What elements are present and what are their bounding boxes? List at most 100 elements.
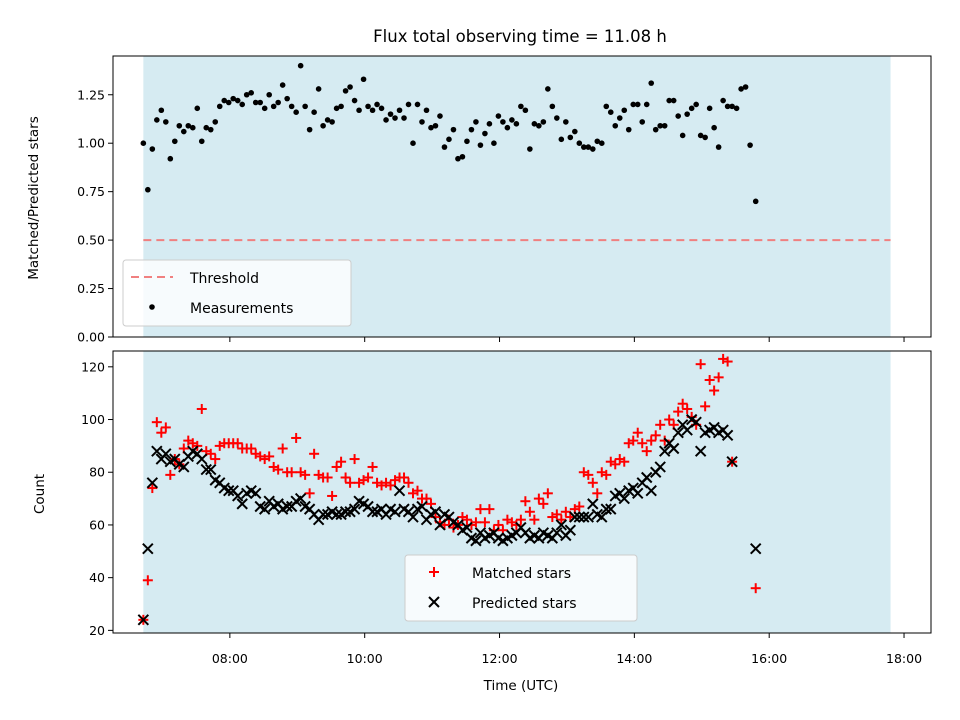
measurement-point — [545, 86, 551, 92]
matched-star-point — [587, 477, 598, 488]
measurement-point — [171, 138, 178, 145]
measurement-point — [495, 113, 502, 119]
ratio-legend: Threshold Measurements — [122, 259, 352, 327]
predicted-star-point — [429, 506, 442, 518]
matched-star-point — [619, 456, 630, 467]
matched-star-point — [659, 435, 670, 446]
matched-star-point — [349, 454, 360, 465]
matched-star-point — [291, 432, 302, 443]
measurement-point — [297, 62, 304, 69]
predicted-star-point — [721, 429, 734, 442]
measurement-point — [234, 97, 241, 104]
matched-star-point — [304, 488, 315, 499]
predicted-star-point — [681, 424, 693, 436]
predicted-star-point — [690, 416, 702, 428]
matched-star-point — [560, 506, 571, 517]
measurement-point — [270, 103, 277, 110]
y-tick-label: 100 — [81, 412, 105, 427]
y-tick-label: 0.00 — [77, 330, 105, 345]
measurement-point — [284, 95, 290, 102]
predicted-star-point — [470, 535, 482, 547]
matched-star-point — [637, 438, 648, 449]
predicted-star-point — [600, 503, 612, 515]
measurement-point — [221, 97, 228, 104]
matched-star-point — [160, 422, 171, 433]
measurement-point — [261, 105, 268, 112]
measurement-point — [194, 105, 201, 112]
matched-star-point — [470, 517, 481, 528]
measurement-point — [306, 126, 313, 133]
predicted-star-point — [605, 503, 617, 515]
matched-star-point — [156, 427, 167, 438]
measurement-point — [163, 119, 169, 125]
measurement-point — [230, 95, 237, 102]
measurement-point — [432, 122, 439, 129]
measurement-point — [729, 103, 735, 110]
measurement-point — [648, 80, 655, 86]
predicted-star-point — [330, 508, 343, 521]
matched-star-point — [592, 488, 603, 499]
measurement-point — [365, 103, 371, 110]
measurement-point — [733, 105, 740, 112]
measurement-point — [320, 122, 326, 129]
measurement-point — [189, 124, 196, 131]
predicted-star-point — [641, 471, 653, 484]
matched-star-point — [641, 446, 652, 457]
measurement-point — [482, 130, 488, 137]
matched-star-point — [484, 504, 495, 515]
count-legend-box — [404, 554, 638, 622]
measurement-point — [333, 105, 340, 112]
predicted-star-point — [416, 500, 428, 513]
x-tick-label: 10:00 — [347, 651, 383, 666]
measurement-point — [428, 124, 434, 131]
matched-star-point — [542, 488, 553, 499]
matched-star-point — [520, 496, 531, 507]
predicted-star-point — [672, 426, 684, 439]
legend-matched-swatch — [429, 567, 439, 577]
legend-predicted-swatch — [428, 596, 440, 608]
predicted-star-point — [393, 484, 406, 497]
measurement-point — [185, 122, 192, 129]
predicted-star-point — [281, 500, 293, 513]
predicted-star-point — [654, 461, 666, 473]
matched-star-point — [632, 427, 643, 438]
matched-star-point — [650, 430, 661, 441]
predicted-star-point — [750, 542, 762, 555]
measurement-point — [711, 124, 717, 131]
measurement-point — [446, 136, 452, 143]
predicted-star-point — [618, 492, 630, 505]
measurement-point — [207, 126, 214, 133]
predicted-star-point — [146, 477, 159, 489]
predicted-star-point — [573, 511, 586, 523]
predicted-star-point — [389, 506, 401, 518]
measurement-point — [679, 132, 686, 139]
legend-measurements-label: Measurements — [190, 301, 293, 317]
matched-star-point — [511, 519, 522, 530]
x-tick-label: 18:00 — [886, 651, 922, 666]
measurement-point — [216, 103, 223, 110]
measurement-point — [715, 144, 722, 150]
measurement-point — [720, 97, 726, 104]
predicted-star-point — [645, 484, 657, 497]
predicted-star-point — [137, 614, 150, 626]
matched-star-point — [515, 514, 526, 525]
measurement-point — [643, 101, 650, 108]
ratio-panel: 0.00 0.25 0.50 0.75 1.00 1.25 Matched/Predict… — [26, 55, 932, 345]
matched-star-point — [264, 451, 275, 462]
ratio-axes-frame — [112, 55, 932, 338]
count-panel: 20 40 60 80 100 120 08:00 10:00 12:00 14:00 16:00… — [32, 350, 932, 694]
y-tick-label: 0.25 — [77, 281, 105, 296]
matched-star-point — [309, 448, 320, 459]
measurement-point — [275, 99, 281, 106]
legend-matched-label: Matched stars — [472, 566, 571, 582]
predicted-star-point — [151, 445, 163, 457]
matched-star-point — [300, 469, 311, 480]
predicted-stars-points — [137, 413, 762, 626]
predicted-star-point — [461, 521, 473, 534]
measurement-point — [176, 122, 183, 129]
predicted-star-point — [339, 506, 352, 518]
predicted-star-point — [632, 487, 644, 500]
y-tick-label: 20 — [89, 623, 105, 638]
predicted-star-point — [667, 442, 680, 455]
measurement-point — [347, 84, 353, 90]
